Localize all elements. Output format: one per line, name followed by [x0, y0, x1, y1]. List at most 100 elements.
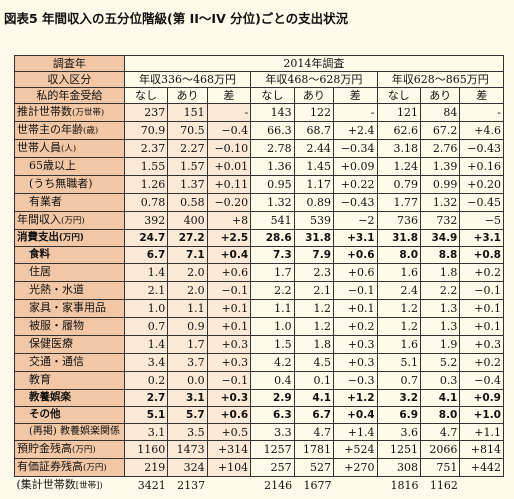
table-cell: 70.9	[123, 121, 169, 140]
row-label-text: 光熱・水道	[29, 283, 84, 296]
table-row: 預貯金残高(万円) 1160 1473 +314 1257 1781 +524 1251 206…	[14, 440, 504, 459]
table-cell: -	[206, 103, 252, 122]
header-row-survey-year: 調査年 2014年調査	[14, 55, 505, 72]
table-cell: -	[459, 103, 504, 122]
table-cell: +0.3	[459, 335, 504, 354]
table-cell: +0.2	[333, 317, 378, 336]
table-cell: +0.4	[206, 246, 252, 264]
table-cell: −0.1	[333, 281, 378, 300]
table-cell: 4.7	[293, 423, 335, 441]
table-cell: 1.0	[123, 299, 169, 318]
table-cell: 84	[420, 103, 461, 122]
table-cell: 6.7	[123, 246, 169, 264]
row-label: 預貯金残高(万円)	[14, 440, 125, 459]
table-cell: 1.5	[250, 335, 295, 354]
row-label: 食料	[14, 246, 125, 264]
table-cell: 1.45	[293, 157, 335, 176]
table-cell: 67.2	[420, 121, 461, 140]
table-cell: 527	[293, 458, 335, 477]
row-label: 65歳以上	[14, 157, 125, 176]
table-cell: 2.76	[420, 139, 461, 158]
table-cell: +0.22	[333, 175, 378, 194]
table-cell: 2066	[420, 440, 461, 459]
table-row: (集計世帯数[世帯]) 3421 2137 2146 1677 1816 1162	[15, 477, 504, 495]
row-label: 交通・通信	[14, 353, 125, 372]
table-cell: 3.1	[123, 423, 169, 441]
table-row: 世帯人員(人) 2.37 2.27 −0.10 2.78 2.44 −0.34 3.18 2.7…	[14, 139, 504, 158]
row-label: 消費支出(万円)	[14, 229, 125, 247]
table-cell: +0.11	[206, 175, 252, 194]
pension-col-yes: あり	[420, 87, 461, 104]
table-cell: 28.6	[250, 229, 295, 247]
table-cell: +0.3	[206, 335, 252, 354]
row-label-text: 有業者	[29, 195, 62, 208]
table-cell: −0.34	[333, 139, 378, 158]
table-cell: −0.1	[206, 281, 252, 300]
table-cell: 0.89	[293, 193, 335, 212]
table-cell: 3.18	[376, 139, 422, 158]
table-cell: 1.17	[293, 175, 335, 194]
row-label-text: 世帯主の年齢	[17, 123, 83, 136]
table-cell: 751	[420, 458, 461, 477]
table-row: 光熱・水道 2.1 2.0 −0.1 2.2 2.1 −0.1 2.4 2.2 −0.1	[14, 281, 504, 300]
table-cell: 1.57	[167, 157, 208, 176]
table-cell: 1.32	[420, 193, 461, 212]
table-cell: 4.5	[293, 353, 335, 372]
table-cell: 732	[420, 211, 461, 230]
table-cell: 2.1	[293, 281, 335, 300]
row-label: (集計世帯数[世帯])	[15, 477, 125, 495]
row-label: 保健医療	[14, 335, 125, 354]
table-cell: 0.79	[376, 175, 422, 194]
pension-col-none: なし	[376, 87, 422, 104]
table-cell: 0.3	[420, 371, 461, 390]
table-cell: 541	[250, 211, 295, 230]
table-row: 消費支出(万円) 24.7 27.2 +2.5 28.6 31.8 +3.1 31.8 34.9…	[14, 229, 504, 247]
table-cell: +2.4	[333, 121, 378, 140]
table-cell: −5	[459, 211, 504, 230]
table-cell: 3.3	[250, 423, 295, 441]
row-label-unit: (歳)	[83, 126, 99, 136]
table-cell: 1251	[376, 440, 422, 459]
table-cell: 122	[293, 103, 335, 122]
table-cell: +0.3	[206, 353, 252, 372]
income-class-1: 年収336～468万円	[123, 71, 252, 88]
table-cell: 121	[376, 103, 422, 122]
table-cell: 3421	[137, 479, 166, 492]
table-cell: 66.3	[250, 121, 295, 140]
table-cell: 736	[376, 211, 422, 230]
table-cell: 4.1	[420, 389, 461, 407]
table-cell: 1.37	[167, 175, 208, 194]
table-cell: 0.4	[250, 371, 295, 390]
table-cell: 257	[250, 458, 295, 477]
row-label: 教養娯楽	[14, 389, 125, 407]
table-cell: +0.1	[459, 299, 504, 318]
row-label-unit: (人)	[61, 144, 77, 154]
row-label: 光熱・水道	[14, 281, 125, 300]
row-label-text: 世帯人員	[17, 141, 61, 154]
table-cell: 1.9	[420, 335, 461, 354]
table-row: 教育 0.2 0.0 −0.1 0.4 0.1 −0.3 0.7 0.3 −0.4	[14, 371, 504, 390]
table-cell: +0.1	[333, 299, 378, 318]
table-cell: 34.9	[420, 229, 461, 247]
table-cell: 1.2	[293, 299, 335, 318]
table-row: (再掲) 教養娯楽関係 3.1 3.5 +0.5 3.3 4.7 +1.4 3.6 4.7 +1.…	[14, 423, 504, 441]
table-cell: −0.1	[206, 371, 252, 390]
table-cell: +1.4	[333, 423, 378, 441]
row-label: 被服・履物	[14, 317, 125, 336]
table-cell: 0.78	[123, 193, 169, 212]
row-label-text: 住居	[29, 265, 51, 278]
row-label-unit: (万円)	[59, 233, 84, 243]
table-cell: 2.2	[250, 281, 295, 300]
table-cell: +0.6	[206, 406, 252, 424]
table-cell: 1.55	[123, 157, 169, 176]
table-cell: 6.7	[293, 406, 335, 424]
table-cell: 6.3	[250, 406, 295, 424]
table-cell: -	[333, 103, 378, 122]
income-class-3: 年収628～865万円	[376, 71, 505, 88]
table-cell: 1473	[167, 440, 208, 459]
table-cell: 3.2	[376, 389, 422, 407]
table-row: 被服・履物 0.7 0.9 +0.1 1.0 1.2 +0.2 1.2 1.3 +0.1	[14, 317, 504, 336]
row-label: 家具・家事用品	[14, 299, 125, 318]
table-row: 65歳以上 1.55 1.57 +0.01 1.36 1.45 +0.09 1.24 1.39 +…	[14, 157, 504, 176]
row-label-text: 預貯金残高	[17, 442, 72, 455]
